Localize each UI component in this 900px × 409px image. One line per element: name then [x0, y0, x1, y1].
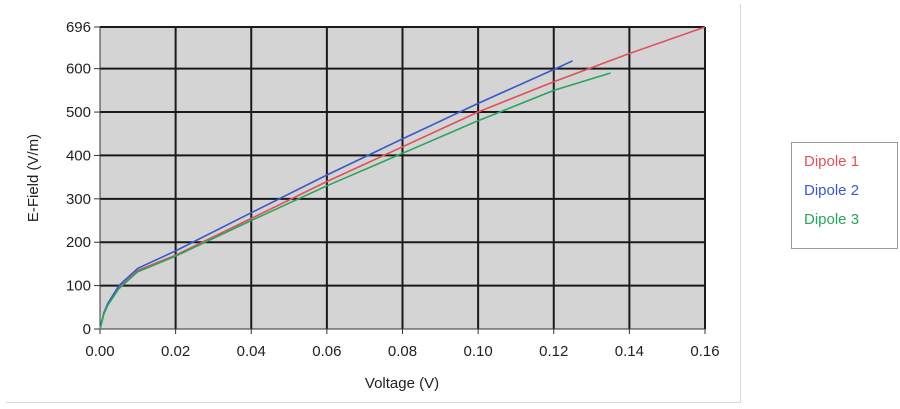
legend-item-dipole-1: Dipole 1 — [804, 153, 860, 170]
legend-item-dipole-2: Dipole 2 — [804, 182, 860, 199]
y-tick-label: 600 — [66, 61, 91, 78]
y-tick-label: 300 — [66, 191, 91, 208]
axis-layer: 0.00 0.02 0.04 0.06 0.08 0.10 0.12 0.14 0.16 0 100… — [66, 19, 720, 360]
y-tick-label: 200 — [66, 234, 91, 251]
x-tick-label: 0.12 — [539, 343, 568, 360]
grid-layer — [100, 26, 706, 329]
y-tick-label: 400 — [66, 147, 91, 164]
x-tick-label: 0.06 — [312, 343, 341, 360]
x-tick-label: 0.00 — [85, 343, 114, 360]
series-layer — [99, 26, 706, 330]
x-tick-label: 0.08 — [388, 343, 417, 360]
y-axis-label: E-Field (V/m) — [25, 134, 42, 222]
x-axis-label: Voltage (V) — [365, 375, 439, 392]
y-tick-label: 500 — [66, 104, 91, 121]
x-tick-label: 0.16 — [690, 343, 719, 360]
legend: Dipole 1 Dipole 2 Dipole 3 — [791, 142, 898, 249]
x-tick-label: 0.14 — [615, 343, 644, 360]
x-tick-label: 0.10 — [464, 343, 493, 360]
y-tick-label: 100 — [66, 278, 91, 295]
x-tick-label: 0.04 — [237, 343, 266, 360]
legend-item-dipole-3: Dipole 3 — [804, 211, 860, 228]
y-tick-label: 696 — [66, 19, 91, 36]
y-tick-label: 0 — [83, 321, 91, 338]
x-tick-label: 0.02 — [161, 343, 190, 360]
series-line-dipole-3 — [99, 72, 611, 330]
